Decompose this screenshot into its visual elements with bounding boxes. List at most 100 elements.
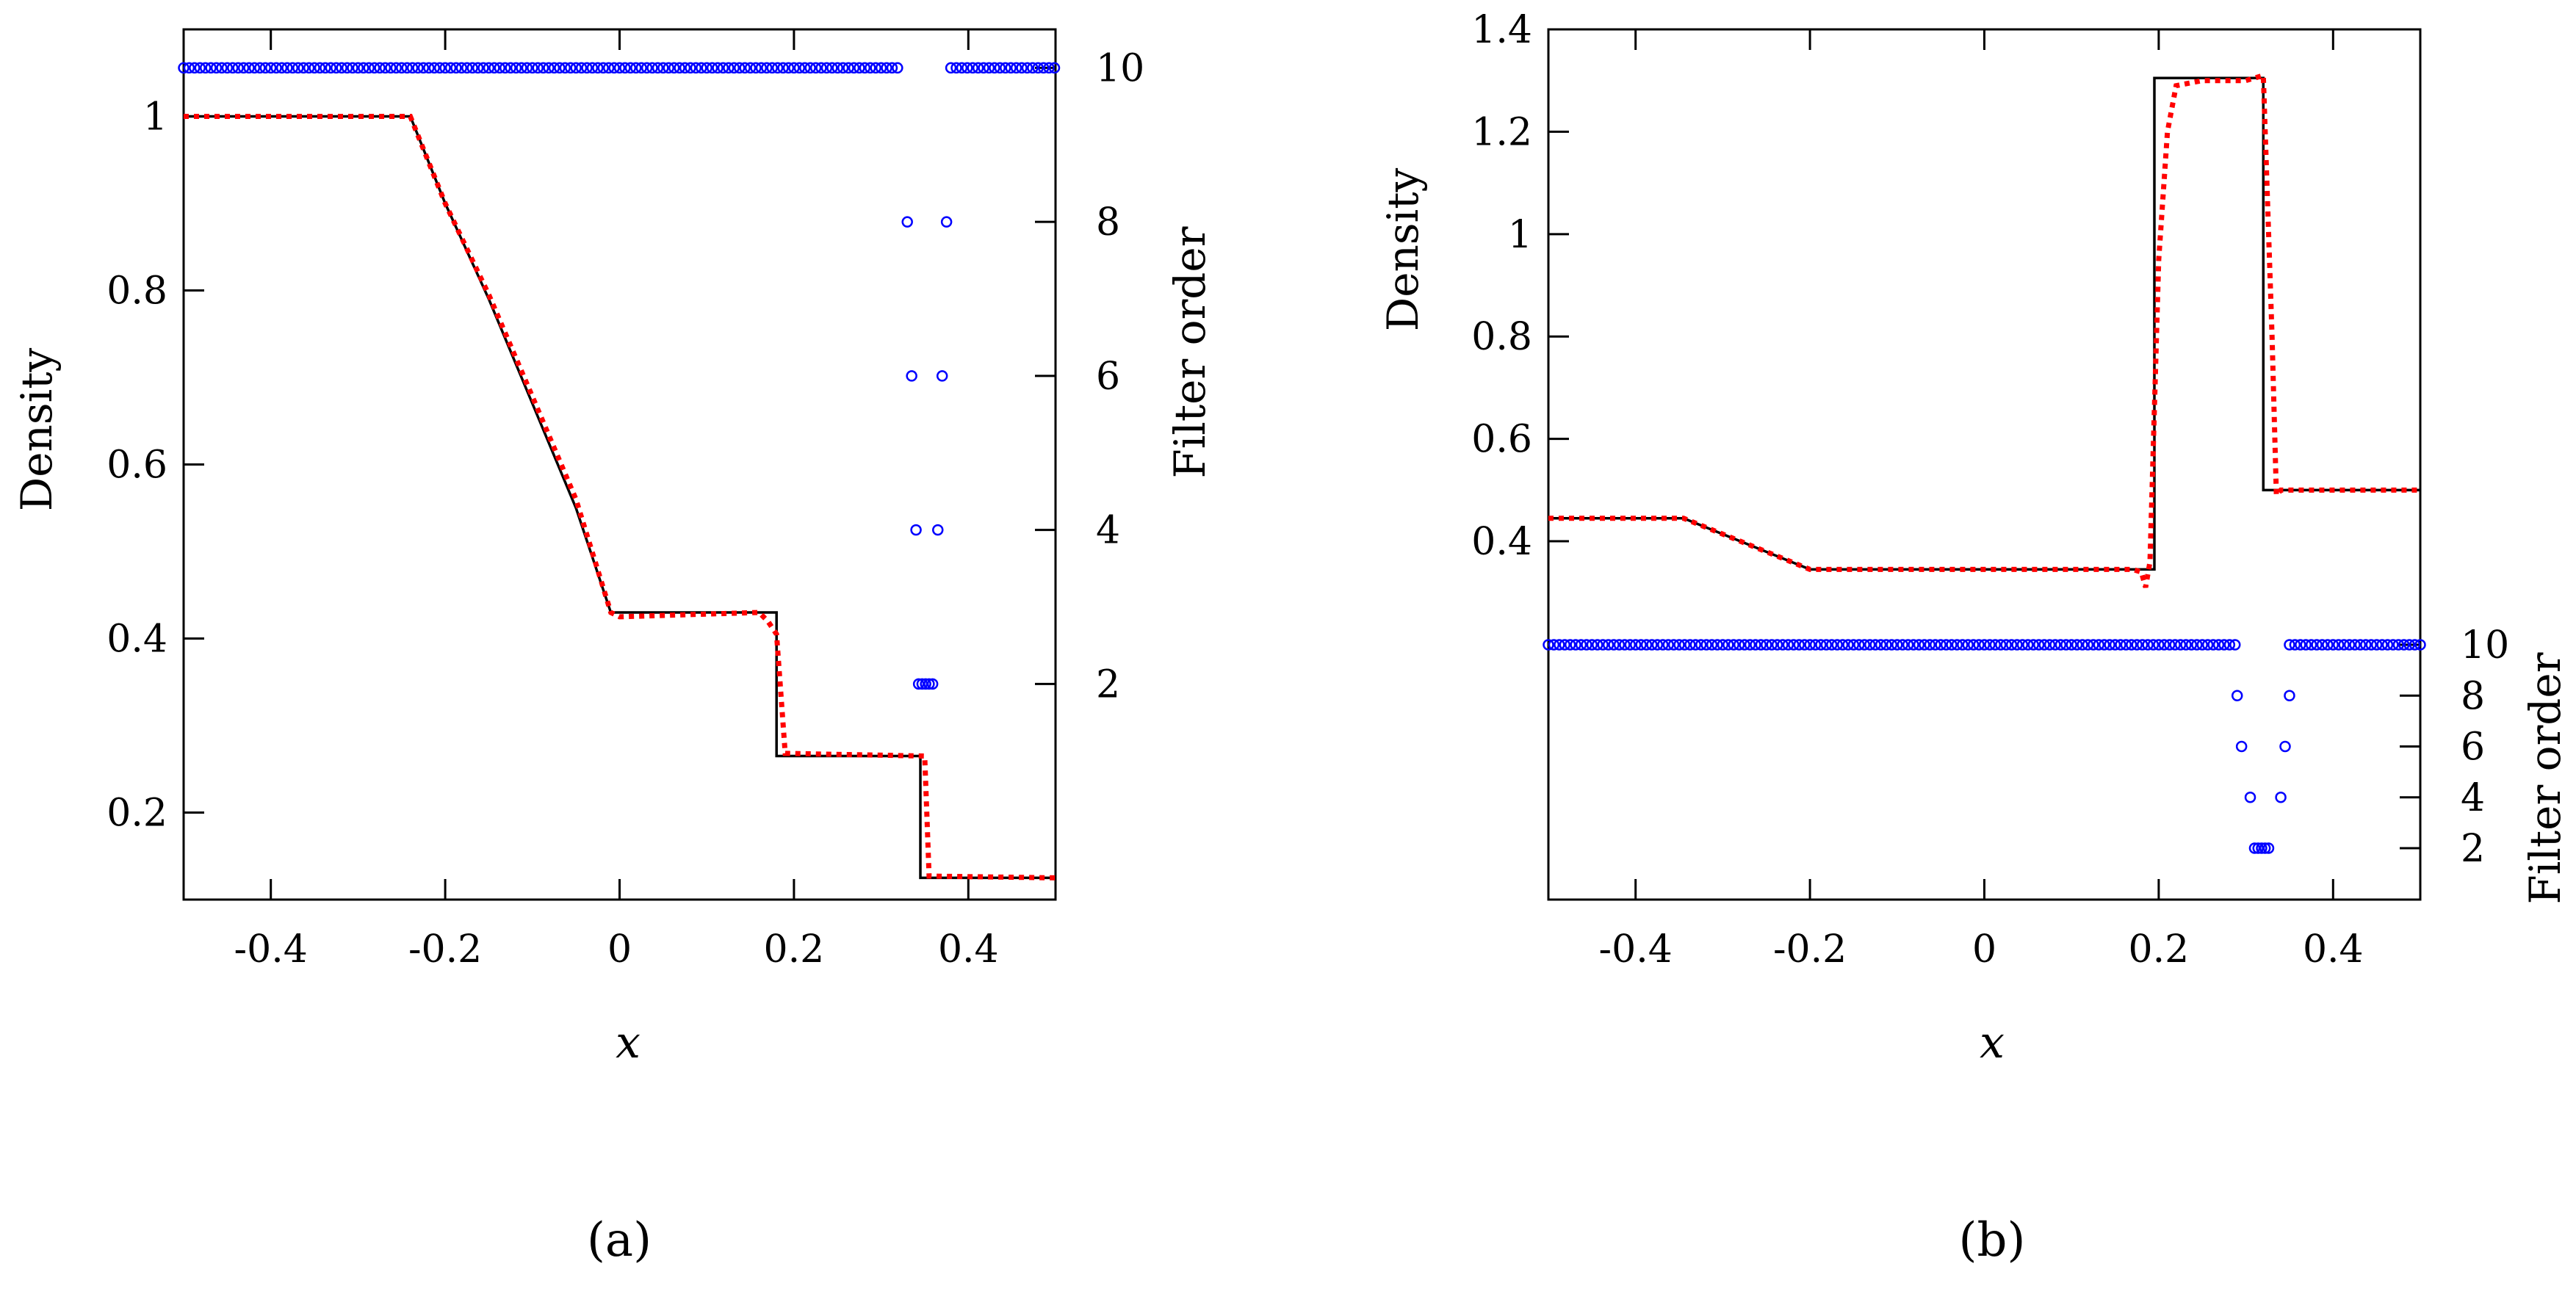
chart-b-filter-order-point — [2054, 639, 2067, 651]
chart-a-xtick-label: -0.2 — [408, 927, 482, 972]
chart-b-filter-order-point — [2295, 639, 2306, 651]
chart-a-filter-order-point — [379, 62, 392, 74]
chart-b-ytick-label: 0.4 — [1471, 520, 1532, 564]
chart-b-filter-order-point — [1548, 639, 1560, 651]
chart-b-filter-order-markers — [1543, 639, 2426, 854]
chart-a-filter-order-point — [881, 62, 892, 74]
chart-b-filter-order-point — [1597, 639, 1609, 651]
chart-b-filter-order-point — [1793, 639, 1805, 651]
chart-b-filter-order-point — [2376, 639, 2388, 651]
chart-a-filter-order-point — [826, 62, 838, 74]
chart-a-filter-order-point — [183, 62, 195, 74]
chart-b-filter-order-point — [2077, 639, 2088, 651]
chart-a-filter-order-point — [494, 62, 506, 74]
chart-b-filter-order-point — [1629, 639, 1642, 651]
chart-b-filter-order-point — [1689, 639, 1702, 651]
chart-b-filter-order-point — [2016, 639, 2029, 651]
chart-b-filter-order-point — [1973, 639, 1985, 651]
chart-a-filter-order-point — [1016, 62, 1028, 74]
chart-b-filter-order-point — [1820, 639, 1833, 651]
chart-a-filter-order-point — [788, 62, 800, 74]
chart-b-ytick-label: 1.4 — [1471, 8, 1532, 52]
chart-b-filter-order-point — [2142, 639, 2154, 651]
chart-a-y2tick-label: 2 — [1096, 662, 1120, 706]
chart-b-filter-order-point — [2082, 639, 2094, 651]
chart-a-filter-order-point — [221, 62, 234, 74]
chart-b-filter-order-point — [2223, 639, 2236, 651]
chart-a-filter-order-point — [275, 62, 288, 74]
chart-b-filter-order-point — [1678, 639, 1691, 651]
chart-b-exact-line — [1548, 76, 2420, 571]
chart-b-filter-order-point — [1739, 639, 1750, 651]
chart-a-filter-order-point — [1027, 62, 1039, 74]
chart-a-filter-order-point — [766, 62, 778, 74]
chart-b-filter-order-point — [2093, 639, 2105, 651]
chart-b-filter-order-point — [1847, 639, 1860, 651]
chart-a-filter-order-point — [733, 62, 746, 74]
chart-a-filter-order-point — [940, 216, 953, 228]
chart-a-filter-order-point — [685, 62, 696, 74]
chart-a-filter-order-point — [330, 62, 342, 74]
chart-b-filter-order-point — [1651, 639, 1664, 651]
chart-a-filter-order-point — [1021, 62, 1033, 74]
chart-b-filter-order-point — [2322, 639, 2334, 651]
chart-b-filter-order-point — [1640, 639, 1653, 651]
chart-b-filter-order-point — [2403, 639, 2415, 651]
chart-a-filter-order-point — [739, 62, 751, 74]
chart-b-filter-order-point — [2136, 639, 2149, 651]
chart-b-filter-order-point — [1908, 639, 1919, 651]
chart-a-filter-order-point — [510, 62, 522, 74]
chart-a-filter-order-point — [750, 62, 762, 74]
chart-b-filter-order-point — [2289, 639, 2301, 651]
chart-a-filter-order-point — [575, 62, 588, 74]
chart-a-filter-order-point — [820, 62, 833, 74]
chart-a-filter-order-point — [227, 62, 239, 74]
chart-b-filter-order-point — [1635, 639, 1647, 651]
chart-a-filter-order-point — [406, 62, 419, 74]
chart-b-filter-order-point — [2038, 639, 2050, 651]
chart-a-filter-order-point — [1048, 62, 1061, 74]
chart-a-filter-order-point — [483, 62, 495, 74]
chart-b-y2label: Filter order — [2520, 652, 2570, 904]
chart-a-filter-order-point — [412, 62, 424, 74]
chart-b-filter-order-point — [2049, 639, 2061, 651]
chart-a-filter-order-point — [537, 62, 549, 74]
chart-a-filter-order-point — [521, 62, 533, 74]
chart-a-ytick-label: 1 — [143, 95, 167, 140]
chart-b-filter-order-point — [2305, 639, 2317, 651]
chart-b-filter-order-point — [2300, 639, 2312, 651]
chart-a-filter-order-point — [363, 62, 375, 74]
chart-b-filter-order-point — [2005, 639, 2018, 651]
chart-b-filter-order-point — [2126, 639, 2137, 651]
chart-b-filter-order-point — [1543, 639, 1554, 651]
chart-b-filter-order-point — [1728, 639, 1739, 651]
chart-b-filter-order-point — [2201, 639, 2214, 651]
chart-a-filter-order-point — [717, 62, 729, 74]
chart-b-filter-order-point — [2147, 639, 2160, 651]
chart-b-filter-order-point — [2316, 639, 2328, 651]
chart-a-filter-order-point — [646, 62, 658, 74]
chart-b-filter-order-point — [1853, 639, 1865, 651]
chart-a-filter-order-point — [613, 62, 626, 74]
chart-b-filter-order-point — [1755, 639, 1767, 651]
chart-a-filter-order-point — [892, 62, 903, 74]
chart-a-filter-order-point — [423, 62, 435, 74]
chart-b-filter-order-point — [1657, 639, 1669, 651]
chart-b-filter-order-point — [1880, 639, 1892, 651]
chart-a-filter-order-point — [505, 62, 516, 74]
chart-b-filter-order-point — [1695, 639, 1707, 651]
chart-a-filter-order-point — [923, 678, 935, 690]
chart-a-filter-order-point — [932, 524, 944, 536]
chart-a-filter-order-point — [920, 678, 931, 690]
chart-a-filter-order-point — [189, 62, 201, 74]
chart-b-filter-order-point — [1842, 639, 1854, 651]
chart-b-ytick-label: 0.8 — [1471, 315, 1532, 359]
chart-a-filter-order-point — [455, 62, 468, 74]
chart-b-filter-order-point — [1962, 639, 1974, 651]
chart-b-filter-order-point — [2275, 792, 2287, 803]
chart-b-filter-order-point — [1804, 639, 1816, 651]
chart-b-filter-order-point — [2098, 639, 2110, 651]
chart-b-filter-order-point — [2244, 792, 2256, 803]
chart-a-ytick-label: 0.2 — [107, 792, 167, 836]
chart-a-filter-order-point — [945, 62, 957, 74]
